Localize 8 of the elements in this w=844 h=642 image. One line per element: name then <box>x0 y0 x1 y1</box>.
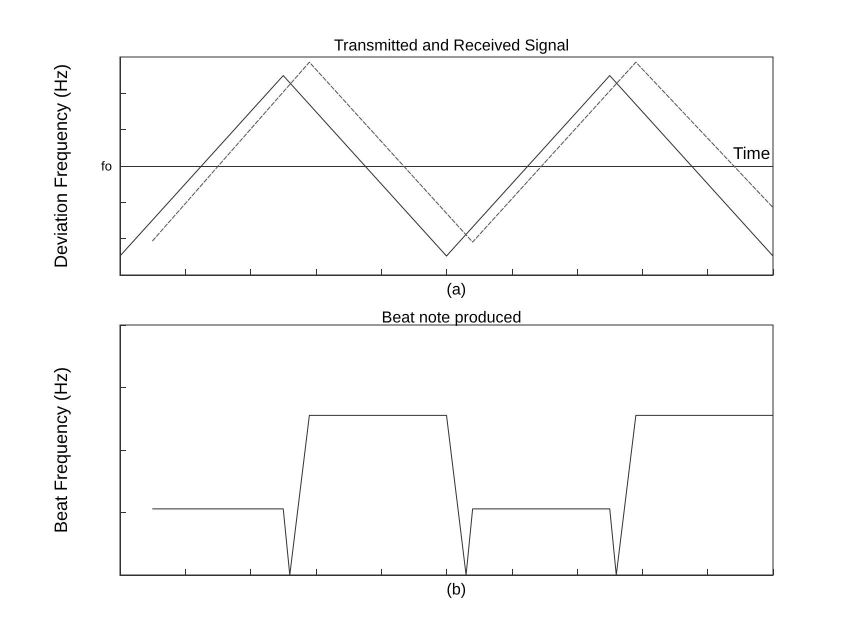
text: (a) <box>446 282 466 298</box>
y-axis-title: Beat Frequency (Hz) <box>51 366 71 534</box>
text: (b) <box>446 582 466 598</box>
chart-title: Beat note produced <box>382 310 522 326</box>
chart-title: Transmitted and Received Signal <box>334 38 570 54</box>
text: fo <box>101 158 112 174</box>
y-axis-title: Deviation Frequency (Hz) <box>51 64 71 268</box>
x-axis-title: Time <box>733 144 770 163</box>
